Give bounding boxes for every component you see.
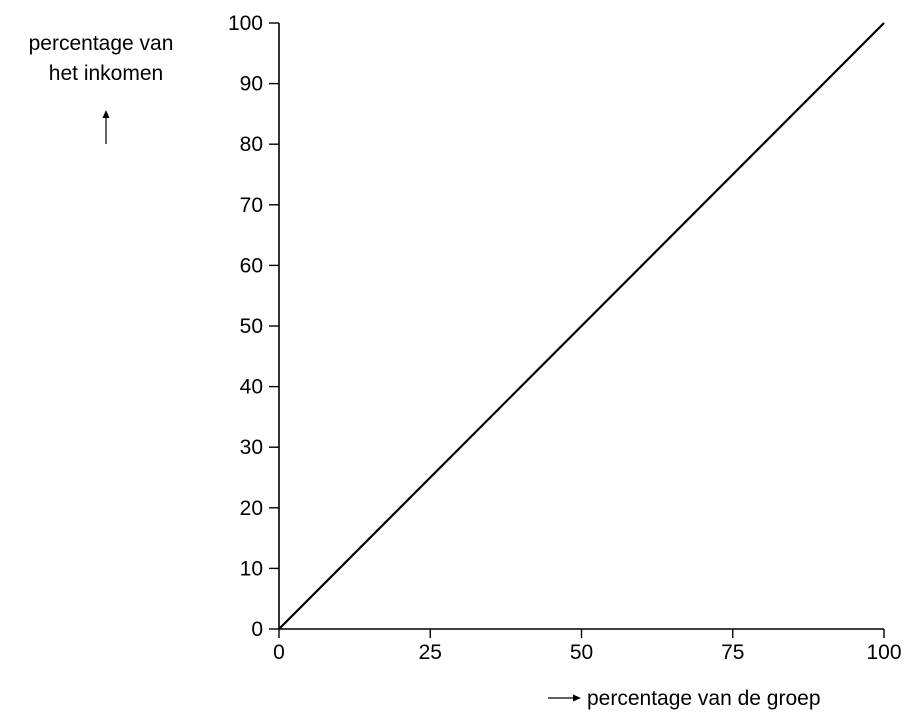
series: [278, 22, 885, 630]
y-tick-label: 20: [240, 497, 263, 520]
y-tick-label: 90: [240, 73, 263, 96]
y-tick-label: 40: [240, 376, 263, 399]
y-axis-label: percentage van het inkomen: [29, 32, 174, 144]
x-tick-label: 50: [570, 641, 593, 664]
x-ticks: 0 25 50 75 100: [273, 629, 902, 664]
y-axis-arrow-icon: [102, 110, 110, 144]
series-line: [278, 22, 885, 630]
y-tick-label: 100: [228, 12, 263, 35]
y-axis-label-line-1: percentage van: [29, 32, 174, 55]
x-tick-label: 100: [866, 641, 901, 664]
y-tick-label: 70: [240, 194, 263, 217]
x-axis-label: percentage van de groep: [548, 687, 821, 710]
y-tick-label: 10: [240, 557, 263, 580]
x-axis-arrow-icon: [548, 694, 581, 702]
y-axis-label-line-2: het inkomen: [49, 62, 163, 85]
y-ticks: 0 10 20 30 40 50 60 70 80 90 100: [228, 12, 279, 641]
x-axis-label-text: percentage van de groep: [587, 687, 821, 710]
y-tick-label: 80: [240, 133, 263, 156]
x-tick-label: 25: [419, 641, 442, 664]
y-tick-label: 0: [251, 618, 263, 641]
x-tick-label: 0: [273, 641, 285, 664]
x-tick-label: 75: [721, 641, 744, 664]
y-tick-label: 50: [240, 315, 263, 338]
y-tick-label: 60: [240, 254, 263, 277]
y-tick-label: 30: [240, 436, 263, 459]
